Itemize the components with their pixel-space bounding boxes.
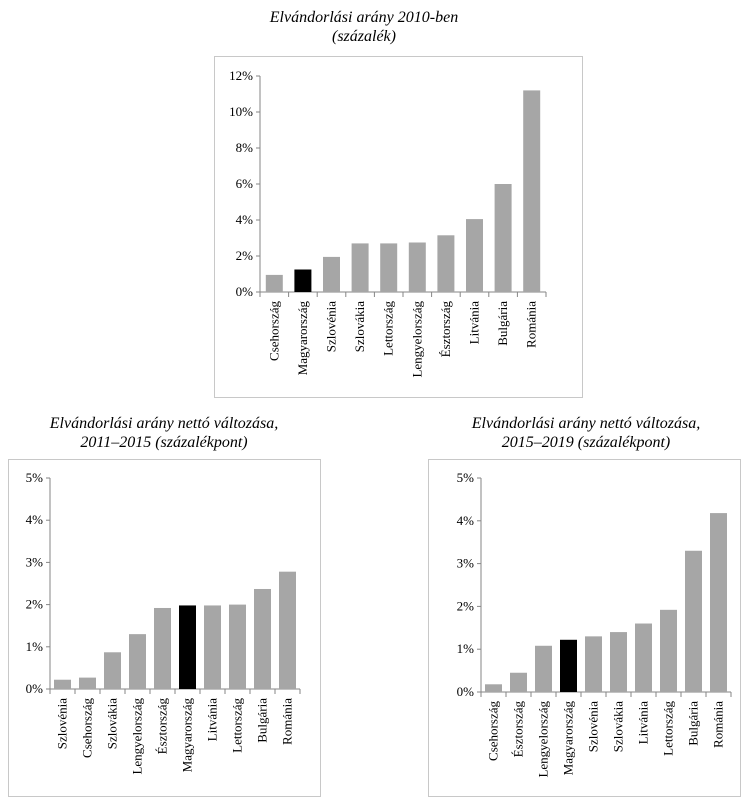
bar-szlovákia	[104, 652, 121, 689]
x-category-label: Lengyelország	[409, 301, 424, 378]
y-tick-label: 3%	[26, 554, 44, 569]
y-tick-label: 0%	[457, 684, 475, 699]
x-category-label: Románia	[711, 701, 726, 748]
chart-1-title-line-2: (százalék)	[332, 28, 396, 45]
x-category-label: Lengyelország	[536, 701, 551, 778]
bar-csehország	[79, 677, 96, 689]
bar-románia	[710, 513, 727, 692]
x-category-label: Litvánia	[636, 701, 651, 745]
x-category-label: Lettország	[230, 698, 245, 753]
y-tick-label: 0%	[26, 681, 44, 696]
y-tick-label: 5%	[26, 470, 44, 485]
bar-csehország	[265, 274, 283, 292]
x-category-label: Románia	[524, 301, 539, 348]
x-category-label: Szlovákia	[611, 701, 626, 752]
x-category-label: Szlovénia	[586, 701, 601, 752]
chart-3-title-line-2: 2015–2019 (százalékpont)	[501, 434, 671, 451]
bar-észtország	[154, 607, 171, 689]
bar-litvánia	[204, 605, 221, 689]
bar-szlovákia	[610, 632, 627, 692]
y-tick-label: 4%	[457, 513, 475, 528]
x-category-label: Észtország	[511, 701, 526, 758]
bar-lengyelország	[408, 242, 426, 292]
x-category-label: Bulgária	[686, 701, 701, 746]
x-category-label: Szlovénia	[55, 698, 70, 749]
bar-észtország	[510, 672, 527, 692]
y-tick-label: 4%	[26, 512, 44, 527]
bar-románia	[523, 90, 541, 293]
x-category-label: Szlovákia	[352, 301, 367, 352]
bar-litvánia	[635, 623, 652, 692]
chart-2-title-line-1: Elvándorlási arány nettó változása,	[49, 415, 279, 432]
bar-szlovákia	[351, 243, 369, 292]
chart-1-title-line-1: Elvándorlási arány 2010-ben	[269, 9, 459, 26]
x-category-label: Csehország	[80, 698, 95, 758]
x-category-label: Lengyelország	[130, 698, 145, 775]
y-tick-label: 2%	[26, 597, 44, 612]
bar-szlovénia	[323, 256, 340, 292]
bar-lettország	[229, 604, 246, 689]
x-category-label: Lettország	[661, 701, 676, 756]
y-tick-label: 2%	[236, 248, 254, 263]
y-tick-label: 2%	[457, 598, 475, 613]
bar-lengyelország	[535, 645, 552, 692]
bar-lettország	[380, 243, 398, 292]
x-category-label: Románia	[280, 698, 295, 745]
y-tick-label: 8%	[236, 140, 254, 155]
bar-bulgária	[685, 550, 702, 692]
bar-szlovénia	[585, 636, 602, 692]
bar-szlovénia	[54, 679, 71, 689]
chart-2-title: Elvándorlási arány nettó változása, 2011…	[8, 414, 320, 452]
y-tick-label: 12%	[229, 68, 253, 83]
bar-lengyelország	[129, 634, 146, 689]
bar-románia	[279, 571, 296, 689]
bar-csehország	[485, 684, 502, 692]
bar-bulgária	[254, 588, 271, 689]
x-category-label: Litvánia	[467, 301, 482, 345]
y-tick-label: 4%	[236, 212, 254, 227]
chart-1-title: Elvándorlási arány 2010-ben (százalék)	[214, 8, 514, 46]
y-tick-label: 10%	[229, 104, 253, 119]
y-tick-label: 1%	[457, 641, 475, 656]
bar-lettország	[660, 609, 677, 692]
x-category-label: Csehország	[266, 301, 281, 361]
x-category-label: Szlovákia	[105, 698, 120, 749]
x-category-label: Csehország	[486, 701, 501, 761]
chart-1-frame	[214, 56, 583, 398]
bar-magyarország	[179, 605, 196, 689]
y-tick-label: 3%	[457, 556, 475, 571]
y-tick-label: 1%	[26, 639, 44, 654]
x-category-label: Lettország	[381, 301, 396, 356]
x-category-label: Észtország	[438, 301, 453, 358]
y-tick-label: 6%	[236, 176, 254, 191]
x-category-label: Bulgária	[255, 698, 270, 743]
bar-magyarország	[294, 269, 312, 292]
y-tick-label: 5%	[457, 470, 475, 485]
x-category-label: Magyarország	[180, 698, 195, 773]
chart-3-title-line-1: Elvándorlási arány nettó változása,	[471, 415, 701, 432]
x-category-label: Magyarország	[295, 301, 310, 376]
bar-észtország	[437, 235, 455, 292]
bar-magyarország	[560, 639, 577, 692]
x-category-label: Bulgária	[495, 301, 510, 346]
y-tick-label: 0%	[236, 284, 254, 299]
x-category-label: Szlovénia	[324, 301, 339, 352]
bar-litvánia	[466, 219, 483, 292]
x-category-label: Észtország	[155, 698, 170, 755]
x-category-label: Litvánia	[205, 698, 220, 742]
chart-3-title: Elvándorlási arány nettó változása, 2015…	[428, 414, 744, 452]
bar-bulgária	[494, 184, 512, 292]
x-category-label: Magyarország	[561, 701, 576, 776]
chart-2-title-line-2: 2011–2015 (százalékpont)	[80, 434, 248, 451]
